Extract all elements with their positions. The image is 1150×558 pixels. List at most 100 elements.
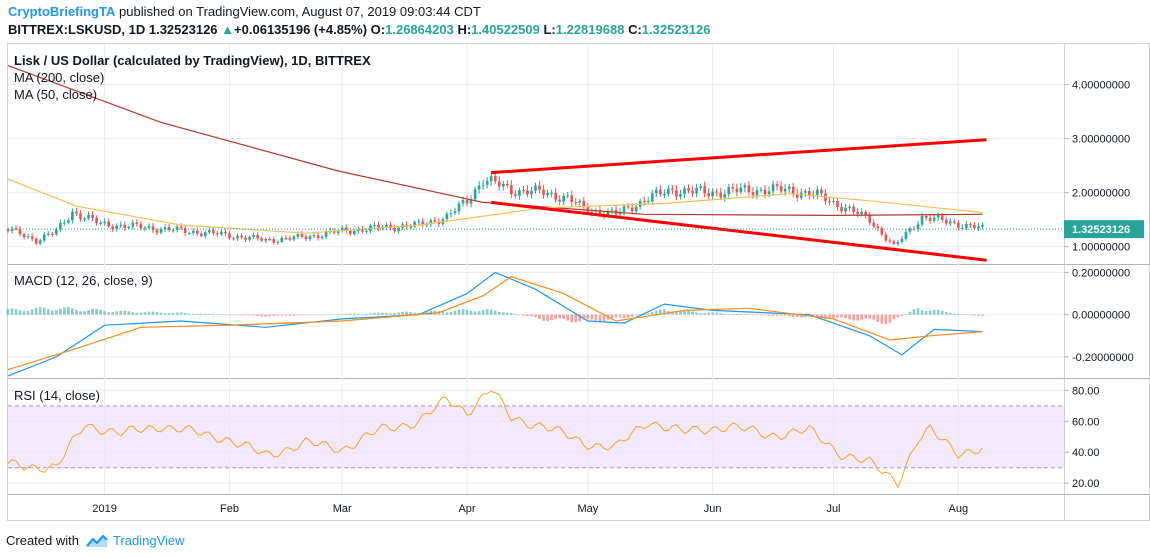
macd-histogram-bar (195, 313, 199, 315)
macd-histogram-bar (22, 311, 26, 315)
candle-body (981, 224, 984, 227)
candle-body (852, 206, 855, 213)
macd-histogram-bar (590, 314, 594, 320)
macd-histogram-bar (268, 314, 272, 317)
macd-histogram-bar (578, 314, 582, 322)
x-tick-label: Jul (826, 503, 840, 515)
author-link[interactable]: CryptoBriefingTA (8, 4, 116, 19)
close-value: 1.32523126 (641, 22, 711, 37)
macd-histogram-bar (634, 314, 638, 316)
candle-body (433, 220, 437, 222)
candle-body (944, 220, 948, 224)
candle-body (361, 229, 364, 232)
candle-body (489, 176, 493, 182)
candle-body (204, 232, 207, 236)
candle-body (904, 231, 908, 239)
candle-body (771, 184, 775, 192)
rsi-pane-title[interactable]: RSI (14, close) (14, 388, 100, 403)
candle-body (143, 227, 147, 229)
candle-body (703, 186, 706, 194)
ma200-legend[interactable]: MA (200, close) (14, 70, 105, 85)
macd-histogram-bar (679, 310, 682, 315)
candle-body (618, 211, 622, 215)
ma50-legend[interactable]: MA (50, close) (14, 87, 98, 102)
macd-histogram-bar (904, 314, 908, 315)
candle-body (461, 200, 465, 204)
macd-histogram-bar (457, 309, 461, 315)
candle-body (457, 203, 461, 212)
macd-pane-title[interactable]: MACD (12, 26, close, 9) (14, 273, 153, 288)
macd-histogram-bar (220, 314, 223, 316)
macd-histogram-bar (739, 314, 743, 315)
macd-histogram-bar (501, 312, 505, 315)
last-price-tag-label: 1.32523126 (1072, 224, 1130, 236)
candle-body (493, 176, 497, 182)
macd-histogram-bar (236, 314, 239, 316)
candle-body (848, 206, 851, 208)
macd-histogram-bar (912, 309, 916, 315)
candle-body (497, 181, 501, 187)
candle-body (67, 220, 70, 223)
macd-histogram-bar (497, 311, 501, 315)
macd-histogram-bar (449, 311, 453, 315)
candle-body (357, 229, 360, 232)
candle-body (832, 200, 835, 202)
macd-histogram-bar (558, 314, 561, 319)
candle-body (803, 191, 807, 193)
macd-histogram-bar (336, 314, 340, 315)
candle-body (139, 224, 143, 229)
macd-histogram-bar (586, 314, 590, 319)
candle-body (731, 187, 735, 189)
macd-histogram-bar (328, 314, 332, 315)
candle-body (554, 192, 557, 200)
macd-histogram-bar (731, 314, 735, 315)
tradingview-logo-icon (85, 534, 108, 547)
candle-body (695, 187, 698, 194)
candle-body (453, 211, 457, 214)
tradingview-link[interactable]: TradingView (113, 533, 185, 548)
candle-body (91, 214, 94, 218)
macd-histogram-bar (83, 311, 86, 315)
candle-body (582, 200, 586, 208)
macd-histogram-bar (6, 308, 10, 315)
macd-histogram-bar (715, 312, 719, 315)
candle-body (969, 223, 972, 226)
candle-body (965, 223, 968, 228)
macd-histogram-bar (46, 309, 50, 315)
candle-body (626, 206, 630, 208)
candle-body (236, 235, 239, 239)
macd-histogram-bar (119, 310, 123, 315)
macd-histogram-bar (630, 314, 634, 317)
candle-body (691, 190, 694, 194)
candle-body (534, 185, 537, 191)
macd-histogram-bar (751, 314, 755, 316)
candle-body (151, 226, 155, 231)
macd-histogram-bar (389, 313, 392, 315)
macd-histogram-bar (332, 314, 336, 315)
candle-body (288, 237, 292, 240)
candle-body (393, 227, 396, 232)
x-tick-label: Mar (333, 503, 352, 515)
macd-histogram-bar (932, 309, 936, 315)
candle-body (228, 233, 231, 239)
candle-body (413, 221, 417, 227)
macd-histogram-bar (405, 311, 408, 315)
macd-histogram-bar (159, 312, 163, 315)
macd-histogram-bar (650, 312, 654, 315)
macd-histogram-bar (179, 312, 183, 315)
macd-histogram-bar (79, 311, 82, 315)
macd-histogram-bar (87, 310, 90, 315)
candle-body (514, 194, 517, 196)
candle-body (276, 241, 280, 243)
candle-body (787, 186, 791, 189)
candle-body (244, 237, 247, 240)
candle-body (759, 189, 763, 191)
candle-body (26, 236, 30, 238)
candle-body (300, 233, 304, 237)
macd-histogram-bar (232, 314, 235, 316)
macd-histogram-bar (610, 314, 614, 319)
candle-body (340, 227, 344, 231)
candle-body (187, 232, 191, 234)
macd-histogram-bar (393, 313, 396, 315)
